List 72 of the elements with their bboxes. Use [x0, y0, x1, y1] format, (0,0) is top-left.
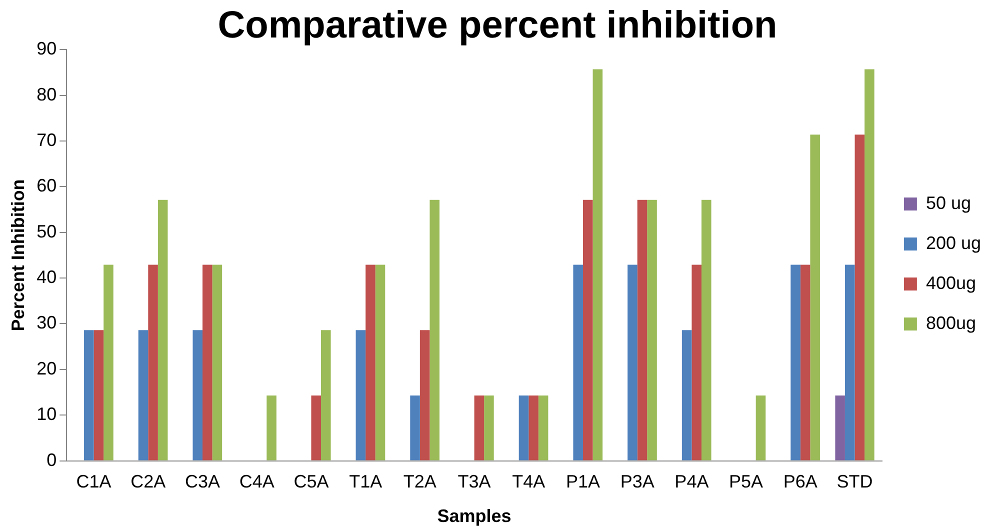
x-tick-label: P6A — [783, 472, 818, 492]
bar — [592, 69, 603, 460]
legend-label: 200 ug — [926, 232, 982, 253]
x-tick-label: T3A — [458, 472, 491, 492]
bar — [692, 264, 702, 460]
x-tick-label: C4A — [239, 472, 274, 492]
bar — [138, 330, 148, 460]
bar — [474, 395, 484, 460]
bar — [94, 330, 104, 460]
x-tick-label: STD — [836, 472, 873, 492]
bar — [321, 330, 331, 460]
x-tick-label: C1A — [76, 472, 112, 492]
legend-label: 400ug — [926, 272, 976, 293]
legend-label: 50 ug — [926, 192, 971, 213]
y-tick-label: 20 — [36, 358, 57, 378]
bar — [528, 395, 538, 460]
bar — [854, 134, 865, 460]
bar — [420, 330, 430, 460]
y-tick-label: 40 — [36, 267, 57, 288]
x-tick-label: T2A — [403, 472, 436, 492]
x-tick-label: P1A — [566, 472, 600, 492]
y-tick-label: 70 — [36, 130, 57, 150]
x-tick-label: C2A — [130, 472, 166, 492]
bar — [682, 330, 692, 460]
x-tick-label: P4A — [674, 472, 709, 492]
bar — [356, 330, 366, 460]
y-tick-label: 50 — [36, 221, 57, 242]
bar — [410, 395, 420, 460]
bar — [430, 200, 440, 460]
x-tick-label: P3A — [620, 472, 654, 492]
bar — [311, 395, 322, 460]
bar — [84, 330, 94, 460]
bar — [158, 200, 168, 460]
bar — [484, 395, 494, 460]
y-tick-label: 80 — [36, 84, 57, 104]
x-axis-title: Samples — [437, 506, 512, 526]
bar — [573, 264, 583, 460]
y-axis-title: Percent Inhibition — [8, 179, 28, 332]
y-tick-label: 10 — [36, 404, 57, 424]
bar — [148, 264, 158, 460]
y-tick-label: 90 — [36, 38, 57, 59]
bar — [637, 200, 648, 460]
y-tick-label: 0 — [46, 450, 57, 470]
bar — [810, 134, 820, 460]
x-tick-label: T1A — [349, 472, 382, 492]
bar — [212, 264, 222, 460]
x-tick-label: C3A — [185, 472, 220, 492]
bar — [582, 200, 593, 460]
bar — [202, 264, 212, 460]
bar — [790, 264, 800, 460]
y-tick-label: 60 — [36, 176, 57, 196]
bar — [375, 264, 386, 460]
x-tick-label: T4A — [512, 472, 546, 492]
bar — [844, 264, 855, 460]
bar — [366, 264, 376, 460]
bar — [701, 200, 712, 460]
bar — [538, 395, 548, 460]
bar — [628, 264, 638, 460]
bar — [756, 395, 766, 460]
x-tick-label: C5A — [294, 472, 329, 492]
bar — [800, 264, 810, 460]
bar — [266, 395, 276, 460]
bar — [104, 264, 114, 460]
chart-title: Comparative percent inhibition — [218, 4, 778, 46]
bar — [864, 69, 874, 460]
bar — [835, 395, 845, 460]
bar — [647, 200, 657, 460]
x-tick-label: P5A — [729, 472, 764, 492]
bar — [192, 330, 203, 460]
bar — [518, 395, 529, 460]
legend-label: 800ug — [926, 312, 976, 333]
y-tick-label: 30 — [36, 312, 57, 333]
